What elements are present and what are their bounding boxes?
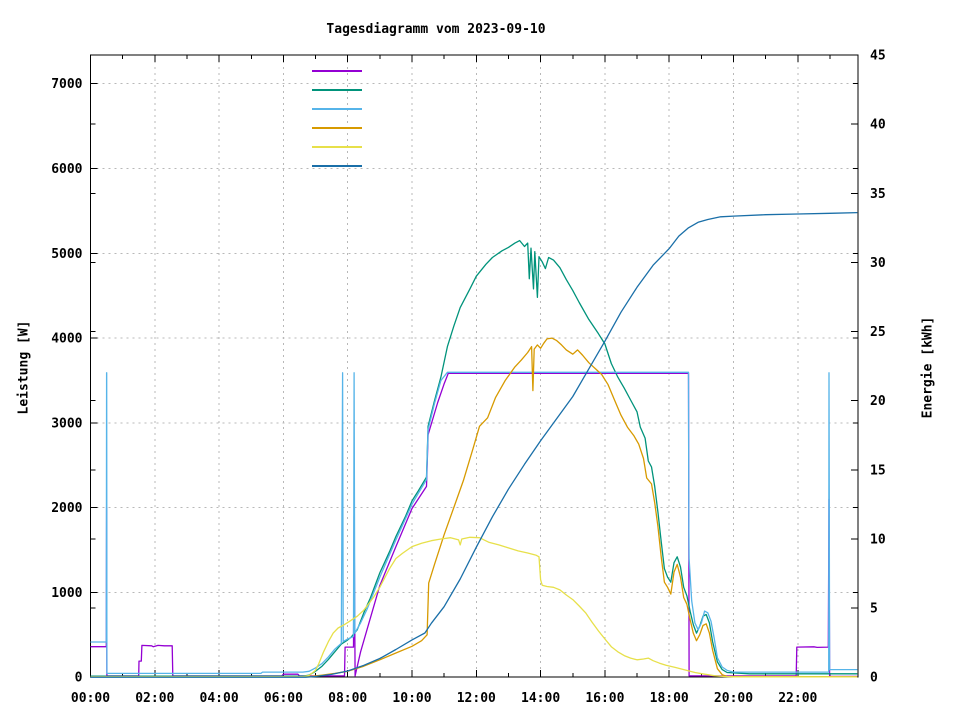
legend-line-sample-ac <box>312 70 362 72</box>
y2-tick-label: 10 <box>870 532 886 547</box>
chart-title: Tagesdiagramm vom 2023-09-10 <box>326 22 546 37</box>
y1-tick-label: 3000 <box>51 416 82 431</box>
y-axis-label-leistung: Leistung [W] <box>16 320 32 415</box>
series-line-pv2 <box>90 536 858 678</box>
y1-tick-label: 5000 <box>51 247 82 262</box>
legend-line-sample-pv1 <box>312 127 362 129</box>
y1-tick-label: 6000 <box>51 162 82 177</box>
x-tick-label: 22:00 <box>778 691 817 706</box>
y2-tick-label: 25 <box>870 325 886 340</box>
y2-tick-label: 15 <box>870 463 886 478</box>
x-tick-label: 00:00 <box>71 691 110 706</box>
x-tick-label: 10:00 <box>392 691 431 706</box>
x-tick-label: 06:00 <box>264 691 303 706</box>
series-line-energie <box>90 211 858 678</box>
y2-tick-label: 30 <box>870 256 886 271</box>
legend-line-sample-energie <box>312 165 362 167</box>
y2-tick-label: 5 <box>870 602 878 617</box>
plot-border <box>90 54 859 678</box>
series-line-pv_in <box>90 239 858 677</box>
y2-tick-label: 45 <box>870 49 886 64</box>
x-tick-label: 04:00 <box>200 691 239 706</box>
x-tick-label: 12:00 <box>457 691 496 706</box>
y2-tick-label: 35 <box>870 187 886 202</box>
y2-tick-label: 0 <box>870 671 878 686</box>
y1-tick-label: 2000 <box>51 501 82 516</box>
y1-tick-label: 4000 <box>51 332 82 347</box>
x-tick-label: 02:00 <box>135 691 174 706</box>
x-tick-label: 16:00 <box>585 691 624 706</box>
legend-line-sample-pv_out <box>312 108 362 110</box>
y2-tick-label: 40 <box>870 118 886 133</box>
y1-tick-label: 7000 <box>51 77 82 92</box>
legend-line-sample-pv2 <box>312 146 362 148</box>
series-line-pv1 <box>90 337 858 678</box>
x-tick-label: 18:00 <box>650 691 689 706</box>
y2-axis-label-energie: Energie [kWh] <box>920 316 936 419</box>
series-line-ac <box>90 372 858 678</box>
x-tick-label: 08:00 <box>328 691 367 706</box>
y2-tick-label: 20 <box>870 394 886 409</box>
series-line-pv_out <box>90 371 858 675</box>
x-tick-label: 20:00 <box>714 691 753 706</box>
y1-tick-label: 1000 <box>51 586 82 601</box>
y1-tick-label: 0 <box>75 671 83 686</box>
x-tick-label: 14:00 <box>521 691 560 706</box>
legend-line-sample-pv_in <box>312 89 362 91</box>
